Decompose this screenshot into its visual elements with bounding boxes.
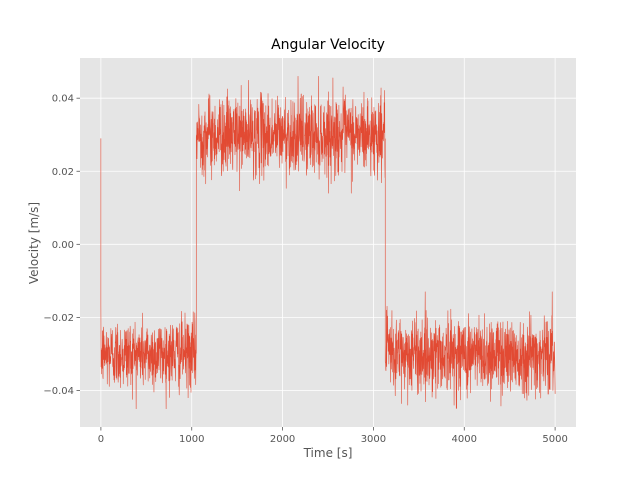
y-axis-label: Velocity [m/s]	[27, 202, 41, 284]
x-tick-label: 4000	[452, 434, 477, 445]
x-axis-ticks: 0 1000 2000 3000 4000 5000	[98, 427, 568, 445]
x-tick-label: 3000	[361, 434, 386, 445]
y-tick-label: 0.02	[52, 167, 74, 178]
x-tick-label: 1000	[179, 434, 204, 445]
y-axis-ticks: −0.04 −0.02 0.00 0.02 0.04	[43, 94, 80, 397]
series-line-0	[100, 75, 556, 410]
series-group	[100, 75, 556, 410]
y-tick-label: 0.00	[52, 240, 74, 251]
y-tick-label: −0.02	[43, 313, 74, 324]
y-tick-label: 0.04	[52, 94, 74, 105]
x-tick-label: 5000	[542, 434, 567, 445]
y-tick-label: −0.04	[43, 386, 74, 397]
x-axis-label: Time [s]	[303, 446, 353, 460]
chart-title: Angular Velocity	[271, 37, 385, 53]
x-tick-label: 0	[98, 434, 104, 445]
x-tick-label: 2000	[270, 434, 295, 445]
